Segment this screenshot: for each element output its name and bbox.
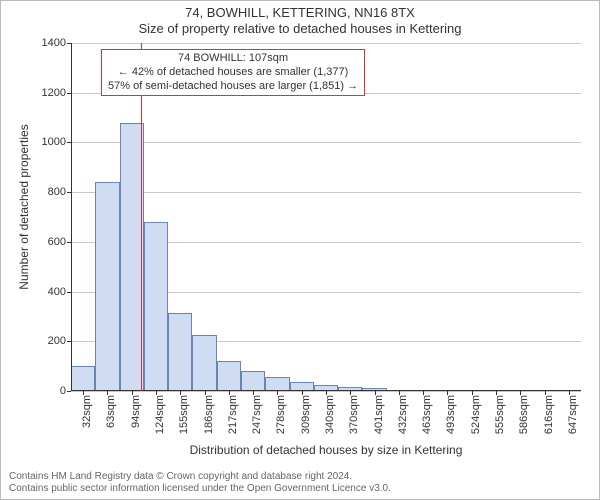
xtick-label: 63sqm (105, 395, 117, 428)
xtick-label: 555sqm (494, 395, 506, 434)
gridline (71, 142, 581, 143)
xtick-label: 647sqm (567, 395, 579, 434)
xtick-label: 186sqm (203, 395, 215, 434)
histogram-bar (217, 361, 241, 391)
footer: Contains HM Land Registry data © Crown c… (9, 471, 591, 495)
xtick-label: 370sqm (348, 395, 360, 434)
annotation-line-2: ← 42% of detached houses are smaller (1,… (108, 66, 358, 80)
ytick-label: 800 (48, 186, 66, 198)
ytick-label: 200 (48, 335, 66, 347)
histogram-bar (120, 123, 144, 391)
xtick-label: 278sqm (275, 395, 287, 434)
ytick-label: 400 (48, 286, 66, 298)
annotation-line-3: 57% of semi-detached houses are larger (… (108, 80, 358, 94)
gridline (71, 192, 581, 193)
histogram-bar (265, 377, 289, 391)
x-axis-line (71, 390, 581, 391)
xtick-label: 309sqm (300, 395, 312, 434)
xtick-label: 155sqm (178, 395, 190, 434)
xtick-label: 616sqm (543, 395, 555, 434)
ytick-label: 0 (60, 385, 66, 397)
xtick-label: 432sqm (397, 395, 409, 434)
histogram-bar (241, 371, 265, 391)
y-axis-line (71, 43, 72, 391)
xtick-label: 247sqm (251, 395, 263, 434)
y-axis-title: Number of detached properties (17, 107, 31, 307)
annotation-box: 74 BOWHILL: 107sqm ← 42% of detached hou… (101, 49, 365, 96)
annotation-line-1: 74 BOWHILL: 107sqm (108, 52, 358, 66)
footer-line-2: Contains public sector information licen… (9, 483, 591, 495)
xtick-label: 401sqm (373, 395, 385, 434)
chart-container: 74, BOWHILL, KETTERING, NN16 8TX Size of… (0, 0, 600, 500)
xtick-label: 124sqm (154, 395, 166, 434)
xtick-label: 524sqm (470, 395, 482, 434)
footer-line-1: Contains HM Land Registry data © Crown c… (9, 471, 591, 483)
histogram-bar (95, 182, 119, 391)
xtick-label: 94sqm (130, 395, 142, 428)
ytick-label: 1400 (42, 37, 66, 49)
histogram-bar (192, 335, 216, 391)
xtick-label: 586sqm (518, 395, 530, 434)
ytick-label: 1000 (42, 136, 66, 148)
ytick-label: 600 (48, 236, 66, 248)
xtick-label: 32sqm (81, 395, 93, 428)
xtick-label: 463sqm (421, 395, 433, 434)
x-axis-title: Distribution of detached houses by size … (71, 443, 581, 457)
histogram-bar (71, 366, 95, 391)
gridline (71, 43, 581, 44)
xtick-label: 217sqm (227, 395, 239, 434)
ytick-mark (67, 391, 71, 392)
title-main: 74, BOWHILL, KETTERING, NN16 8TX (1, 5, 599, 20)
histogram-bar (144, 222, 168, 391)
xtick-label: 493sqm (445, 395, 457, 434)
ytick-label: 1200 (42, 87, 66, 99)
histogram-bar (168, 313, 192, 391)
title-sub: Size of property relative to detached ho… (1, 21, 599, 36)
xtick-label: 340sqm (324, 395, 336, 434)
